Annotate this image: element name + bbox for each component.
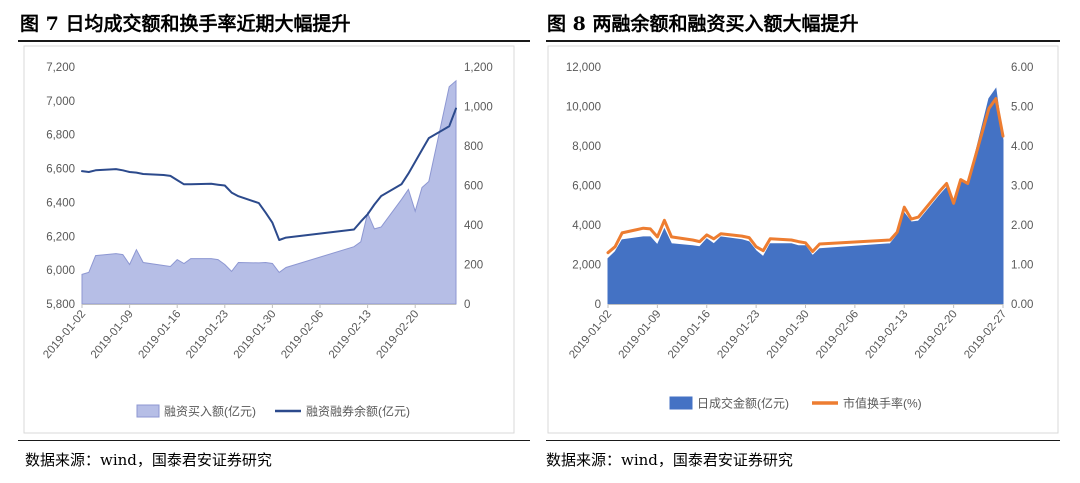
y-right-tick-label: 0.00 bbox=[1011, 299, 1033, 311]
y-left-tick-label: 6,000 bbox=[46, 265, 75, 277]
figure-7-top-rule bbox=[18, 40, 530, 42]
y-left-tick-label: 6,400 bbox=[46, 197, 75, 209]
y-left-tick-label: 8,000 bbox=[572, 141, 601, 153]
figure-8-chart: 0 2,000 4,000 6,000 8,000 10,000 12,000 0.00 1.0… bbox=[547, 45, 1059, 434]
figure-8-panel: 图 8 两融余额和融资买入额大幅提升 0 2,000 4,000 6,000 8,000… bbox=[540, 0, 1080, 483]
y-left-tick-label: 6,800 bbox=[46, 130, 75, 142]
y-right-tick-label: 0 bbox=[464, 299, 470, 311]
y-left-tick-label: 7,200 bbox=[46, 62, 75, 74]
y-right-tick-label: 400 bbox=[464, 220, 483, 232]
series-area-7-0 bbox=[81, 79, 457, 305]
y-right-tick-label: 1,000 bbox=[464, 102, 493, 114]
y-right-tick-label: 6.00 bbox=[1011, 62, 1033, 74]
legend-label: 市值换手率(%) bbox=[843, 396, 922, 411]
figure-8-top-rule bbox=[546, 40, 1060, 42]
figure-7-source: 数据来源：wind，国泰君安证券研究 bbox=[25, 451, 272, 469]
y-left-tick-label: 2,000 bbox=[572, 260, 601, 272]
y-right-tick-label: 800 bbox=[464, 141, 483, 153]
y-right-tick-label: 3.00 bbox=[1011, 181, 1033, 193]
figure-8-bottom-rule bbox=[546, 440, 1060, 441]
legend-swatch-area bbox=[136, 404, 160, 418]
y-left-tick-label: 6,600 bbox=[46, 164, 75, 176]
y-left-tick-label: 6,000 bbox=[572, 181, 601, 193]
y-left-tick-label: 6,200 bbox=[46, 231, 75, 243]
legend-label: 融资买入额(亿元) bbox=[164, 404, 256, 419]
series-line-7-1 bbox=[81, 107, 457, 241]
figure-7-chart: 5,800 6,000 6,200 6,400 6,600 6,800 7,000 7,200… bbox=[23, 45, 515, 434]
y-right-tick-label: 200 bbox=[464, 260, 483, 272]
series-line-8-1 bbox=[606, 97, 1005, 255]
y-left-tick-label: 0 bbox=[595, 299, 601, 311]
legend-label: 融资融券余额(亿元) bbox=[306, 404, 410, 419]
legend-swatch-area bbox=[669, 396, 693, 410]
y-right-tick-label: 1.00 bbox=[1011, 260, 1033, 272]
y-right-tick-label: 5.00 bbox=[1011, 102, 1033, 114]
figure-8-source: 数据来源：wind，国泰君安证券研究 bbox=[546, 451, 793, 469]
y-right-tick-label: 2.00 bbox=[1011, 220, 1033, 232]
legend-label: 日成交金额(亿元) bbox=[697, 396, 789, 411]
figure-7-bottom-rule bbox=[18, 440, 530, 441]
y-left-tick-label: 10,000 bbox=[566, 102, 601, 114]
y-left-tick-label: 12,000 bbox=[566, 62, 601, 74]
figure-7-panel: 图 7 日均成交额和换手率近期大幅提升 5,800 6,000 6,200 6,400… bbox=[18, 13, 530, 469]
y-left-tick-label: 7,000 bbox=[46, 96, 75, 108]
figure-7-title: 图 7 日均成交额和换手率近期大幅提升 bbox=[20, 13, 351, 35]
figure-8-title: 图 8 两融余额和融资买入额大幅提升 bbox=[547, 13, 859, 35]
y-right-tick-label: 4.00 bbox=[1011, 141, 1033, 153]
y-left-tick-label: 5,800 bbox=[46, 299, 75, 311]
y-left-tick-label: 4,000 bbox=[572, 220, 601, 232]
y-right-tick-label: 600 bbox=[464, 181, 483, 193]
y-right-tick-label: 1,200 bbox=[464, 62, 493, 74]
